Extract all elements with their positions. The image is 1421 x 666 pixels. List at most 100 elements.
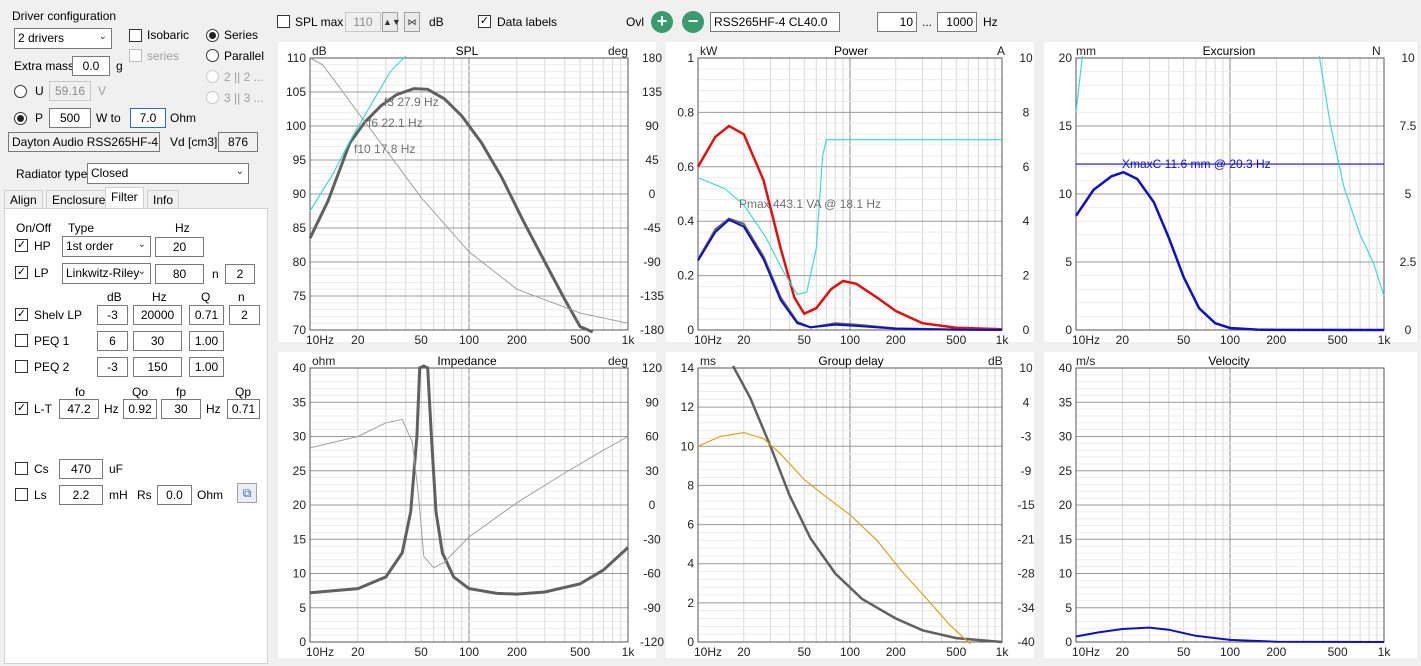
spl-max-input[interactable]: 110 <box>345 12 381 32</box>
series-label: Series <box>224 28 259 42</box>
copy-icon[interactable]: ⧉ <box>237 483 257 503</box>
spl-chart[interactable]: SPL dB deg 110 105 100 95 90 85 80 75 70 180 135 90… <box>278 42 664 347</box>
series-radio[interactable] <box>206 29 219 42</box>
lt-fp-input[interactable]: 30 <box>161 399 201 419</box>
exc-ytick-left: 0 <box>1065 323 1072 337</box>
exc-xtick: 50 <box>1177 333 1191 347</box>
hz-header: Hz <box>175 221 190 235</box>
shelv-db-input[interactable]: -3 <box>97 305 128 325</box>
parallel-radio[interactable] <box>206 49 219 62</box>
vel-xtick: 10Hz <box>1072 645 1100 659</box>
lp-hz-input[interactable]: 80 <box>155 264 204 284</box>
imp-xtick: 500 <box>570 645 590 659</box>
exc-xtick: 1k <box>1378 333 1392 347</box>
imp-ytick-left: 30 <box>293 430 307 444</box>
u-radio[interactable] <box>14 85 27 98</box>
freq-to-input[interactable]: 1000 <box>937 12 977 32</box>
u-input[interactable]: 59.16 <box>49 81 91 101</box>
power-ytick-left: 0.6 <box>677 160 694 174</box>
peq1-checkbox[interactable] <box>15 334 28 347</box>
cs-checkbox[interactable] <box>15 462 28 475</box>
tab-info[interactable]: Info <box>147 190 180 209</box>
db-header: dB <box>107 290 122 304</box>
extra-mass-input[interactable]: 0.0 <box>72 56 110 76</box>
hp-hz-input[interactable]: 20 <box>155 237 204 257</box>
exc-xtick: 20 <box>1116 333 1130 347</box>
tab-align[interactable]: Align <box>4 190 43 209</box>
vel-ytick-left: 5 <box>1065 601 1072 615</box>
lt-checkbox[interactable]: ✓ <box>15 402 28 415</box>
freq-from-input[interactable]: 10 <box>877 12 917 32</box>
hp-label: HP <box>34 239 51 253</box>
imp-ytick-right: 90 <box>645 395 659 409</box>
n-label: n <box>212 267 219 281</box>
add-overlay-button[interactable]: + <box>651 11 673 33</box>
group-delay-title: Group delay <box>818 354 884 368</box>
opt22-radio[interactable] <box>206 70 219 83</box>
hp-type-select[interactable]: 1st order ⌄ <box>62 236 151 257</box>
vel-ytick-left: 0 <box>1065 635 1072 649</box>
spl-curve <box>308 87 594 334</box>
rs-input[interactable]: 0.0 <box>157 485 192 505</box>
lt-qp-input[interactable]: 0.71 <box>227 399 260 419</box>
velocity-chart[interactable]: Velocity m/s 40 35 30 25 20 15 10 5 0 10Hz 20 50 100… <box>1044 352 1417 659</box>
lp-type-select[interactable]: Linkwitz-Riley ⌄ <box>62 263 151 284</box>
isobaric-label: Isobaric <box>147 28 190 42</box>
overlay-name-field[interactable]: RSS265HF-4 CL40.0 <box>710 12 840 32</box>
ohm-input[interactable]: 7.0 <box>130 108 166 128</box>
ls-checkbox[interactable] <box>15 488 28 501</box>
lt-fp-unit: Hz <box>206 402 221 416</box>
lt-qo-input[interactable]: 0.92 <box>123 399 157 419</box>
impedance-plot: 40353025201510501209060300-30-60-90-1201… <box>293 361 665 659</box>
shelv-hz-input[interactable]: 20000 <box>133 305 182 325</box>
spl-xtick: 200 <box>507 333 527 347</box>
power-ytick-right: 10 <box>1019 51 1033 65</box>
shelv-n-input[interactable]: 2 <box>229 305 260 325</box>
peq1-q-input[interactable]: 1.00 <box>189 331 224 351</box>
peq2-q-input[interactable]: 1.00 <box>189 357 224 377</box>
peq2-db-input[interactable]: -3 <box>97 357 128 377</box>
power-ytick-right: 8 <box>1023 105 1030 119</box>
lt-fo-input[interactable]: 47.2 <box>59 399 99 419</box>
p-input[interactable]: 500 <box>49 108 91 128</box>
shelv-checkbox[interactable]: ✓ <box>15 308 28 321</box>
tab-enclosure[interactable]: Enclosure <box>46 190 112 209</box>
impedance-chart[interactable]: Impedance ohm deg 40 35 30 25 20 15 10 5 0 120 90 6… <box>278 352 665 659</box>
group-delay-chart[interactable]: Group delay ms dB 14 12 10 8 6 4 2 0 10 4 -3 -9 -15-… <box>666 352 1035 659</box>
remove-overlay-button[interactable]: − <box>682 11 704 33</box>
isobaric-checkbox[interactable] <box>129 29 142 42</box>
fp-header: fp <box>176 385 187 399</box>
lp-n-input[interactable]: 2 <box>225 264 255 284</box>
excursion-chart[interactable]: Excursion mm N 20 15 10 5 0 10 7.5 5 2.5 0 10Hz 20 5… <box>1044 42 1417 347</box>
peq1-db-input[interactable]: 6 <box>97 331 128 351</box>
ls-input[interactable]: 2.2 <box>59 485 103 505</box>
data-labels-checkbox[interactable]: ✓ <box>478 15 491 28</box>
spl-xtick: 20 <box>351 333 365 347</box>
p-radio[interactable] <box>14 112 27 125</box>
series-sub-checkbox[interactable] <box>129 49 142 62</box>
spin-reset-icon[interactable]: ⋈ <box>404 12 420 32</box>
peq1-hz-input[interactable]: 30 <box>133 331 182 351</box>
power-chart[interactable]: Power kW A 1 0.8 0.6 0.4 0.2 0 10 8 6 4 2 0 10Hz 20 50… <box>666 42 1034 347</box>
drivers-select[interactable]: 2 drivers ⌄ <box>14 28 112 49</box>
impedance-unit-right: deg <box>608 354 629 368</box>
cs-input[interactable]: 470 <box>59 459 103 479</box>
spl-max-checkbox[interactable] <box>277 15 290 28</box>
lp-checkbox[interactable]: ✓ <box>15 266 28 279</box>
peq2-checkbox[interactable] <box>15 360 28 373</box>
hp-checkbox[interactable]: ✓ <box>15 239 28 252</box>
gd-ytick-right: -3 <box>1021 430 1032 444</box>
peq2-hz-input[interactable]: 150 <box>133 357 182 377</box>
opt33-radio[interactable] <box>206 91 219 104</box>
exc-frame <box>1075 57 1385 331</box>
power-xtick: 100 <box>840 333 860 347</box>
opt33-label: 3 || 3 ... <box>224 91 264 105</box>
radiator-select[interactable]: Closed ⌄ <box>87 163 249 184</box>
power-xtick: 20 <box>737 333 751 347</box>
power-ytick-left: 1 <box>687 51 694 65</box>
shelv-q-input[interactable]: 0.71 <box>189 305 224 325</box>
spl-xtick: 10Hz <box>306 333 334 347</box>
spin-up-down-icon[interactable]: ▲▼ <box>382 12 401 32</box>
tab-filter[interactable]: Filter <box>105 187 144 209</box>
